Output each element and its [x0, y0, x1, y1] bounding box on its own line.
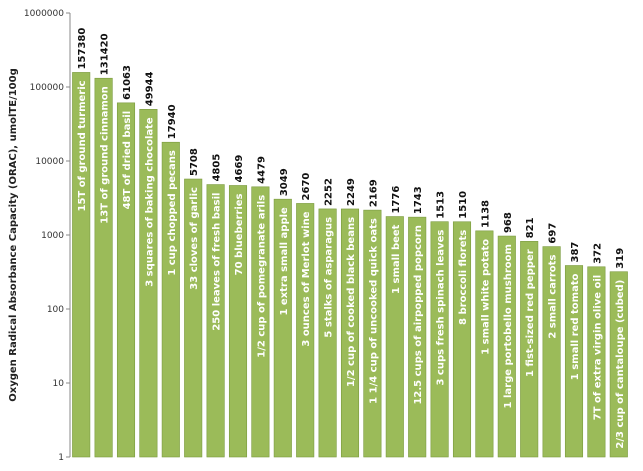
- bar: [318, 208, 337, 458]
- category-label: 2/3 cup of cantaloupe (cubed): [615, 280, 626, 449]
- bar: [542, 246, 561, 458]
- category-label: 7T of extra virgin olive oil: [592, 275, 603, 420]
- category-label: 1 small white potato: [480, 239, 491, 355]
- category-label: 12.5 cups of airpopped popcorn: [413, 225, 424, 404]
- data-label: 4805: [212, 154, 223, 182]
- bar: [363, 209, 382, 458]
- data-label: 1776: [391, 186, 402, 214]
- category-label: 33 cloves of garlic: [189, 187, 200, 290]
- category-label: 48T of dried basil: [122, 111, 133, 210]
- category-label: 1 small red tomato: [570, 273, 581, 380]
- bar: [184, 178, 203, 458]
- category-label: 1 fist-sized red pepper: [525, 249, 536, 377]
- bar: [251, 186, 270, 458]
- category-label: 250 leaves of fresh basil: [212, 193, 223, 331]
- y-tick-label: 1000000: [24, 9, 64, 19]
- category-label: 1 extra small apple: [279, 207, 290, 316]
- data-label: 131420: [100, 33, 111, 75]
- data-label: 1138: [480, 200, 491, 228]
- category-label: 70 blueberries: [234, 193, 245, 275]
- data-label: 968: [503, 212, 514, 233]
- y-tick-label: 100: [47, 305, 64, 315]
- y-tick-label: 10000: [35, 157, 64, 167]
- data-label: 4479: [256, 156, 267, 184]
- y-tick-label: 10: [53, 379, 65, 389]
- bar: [385, 216, 404, 458]
- data-label: 61063: [122, 65, 133, 100]
- bar: [587, 266, 606, 458]
- bar: [116, 102, 136, 458]
- bar: [139, 109, 158, 458]
- category-label: 2 small carrots: [548, 255, 559, 339]
- bar: [452, 221, 472, 458]
- bar: [408, 216, 427, 458]
- y-tick-label: 100000: [30, 83, 65, 93]
- category-label: 1 small beet: [391, 224, 402, 294]
- data-label: 3049: [279, 168, 290, 196]
- bar: [520, 241, 539, 458]
- category-label: 13T of ground cinnamon: [100, 86, 111, 224]
- category-label: 1 cup chopped pecans: [167, 150, 178, 276]
- category-label: 1 large portobello mushroom: [503, 244, 514, 408]
- bar: [94, 77, 113, 458]
- bar: [564, 265, 584, 458]
- category-label: 3 squares of baking chocolate: [144, 117, 155, 287]
- data-label: 821: [525, 217, 536, 238]
- data-label: 319: [615, 248, 626, 269]
- data-label: 1513: [436, 191, 447, 219]
- data-label: 2249: [346, 178, 357, 206]
- data-label: 2252: [324, 178, 335, 206]
- bar: [72, 72, 91, 458]
- bar: [497, 235, 516, 458]
- bar: [161, 141, 180, 458]
- bar: [609, 271, 628, 458]
- bar: [206, 184, 225, 458]
- y-axis-title: Oxygen Radical Absorbance Capacity (ORAC…: [8, 68, 19, 402]
- bar: [340, 208, 360, 458]
- category-label: 3 cups fresh spinach leaves: [436, 230, 447, 386]
- data-label: 157380: [77, 28, 88, 70]
- bar: [273, 198, 292, 458]
- category-label: 1 1/4 cup of uncooked quick oats: [368, 218, 379, 404]
- bar: [430, 221, 449, 458]
- data-label: 1743: [413, 186, 424, 214]
- y-tick-label: 1: [58, 453, 64, 463]
- category-label: 1/2 cup of cooked black beans: [346, 217, 357, 387]
- data-label: 2169: [368, 179, 379, 207]
- data-label: 2670: [301, 173, 312, 201]
- category-label: 1/2 cup of pomegranate arils: [256, 195, 267, 358]
- category-label: 3 ounces of Merlot wine: [301, 211, 312, 346]
- category-label: 15T of ground turmeric: [77, 80, 88, 211]
- data-label: 4669: [234, 155, 245, 183]
- data-label: 697: [548, 223, 559, 244]
- bar: [228, 185, 248, 458]
- data-label: 17940: [167, 104, 178, 139]
- category-label: 5 stalks of asparagus: [324, 217, 335, 338]
- data-label: 1510: [458, 191, 469, 219]
- data-label: 387: [570, 242, 581, 263]
- bar: [475, 230, 494, 458]
- data-label: 372: [592, 243, 603, 264]
- data-label: 49944: [144, 71, 155, 106]
- data-label: 5708: [189, 148, 200, 176]
- y-tick-label: 1000: [41, 231, 64, 241]
- category-label: 8 broccoli florets: [458, 230, 469, 325]
- bar: [296, 203, 315, 458]
